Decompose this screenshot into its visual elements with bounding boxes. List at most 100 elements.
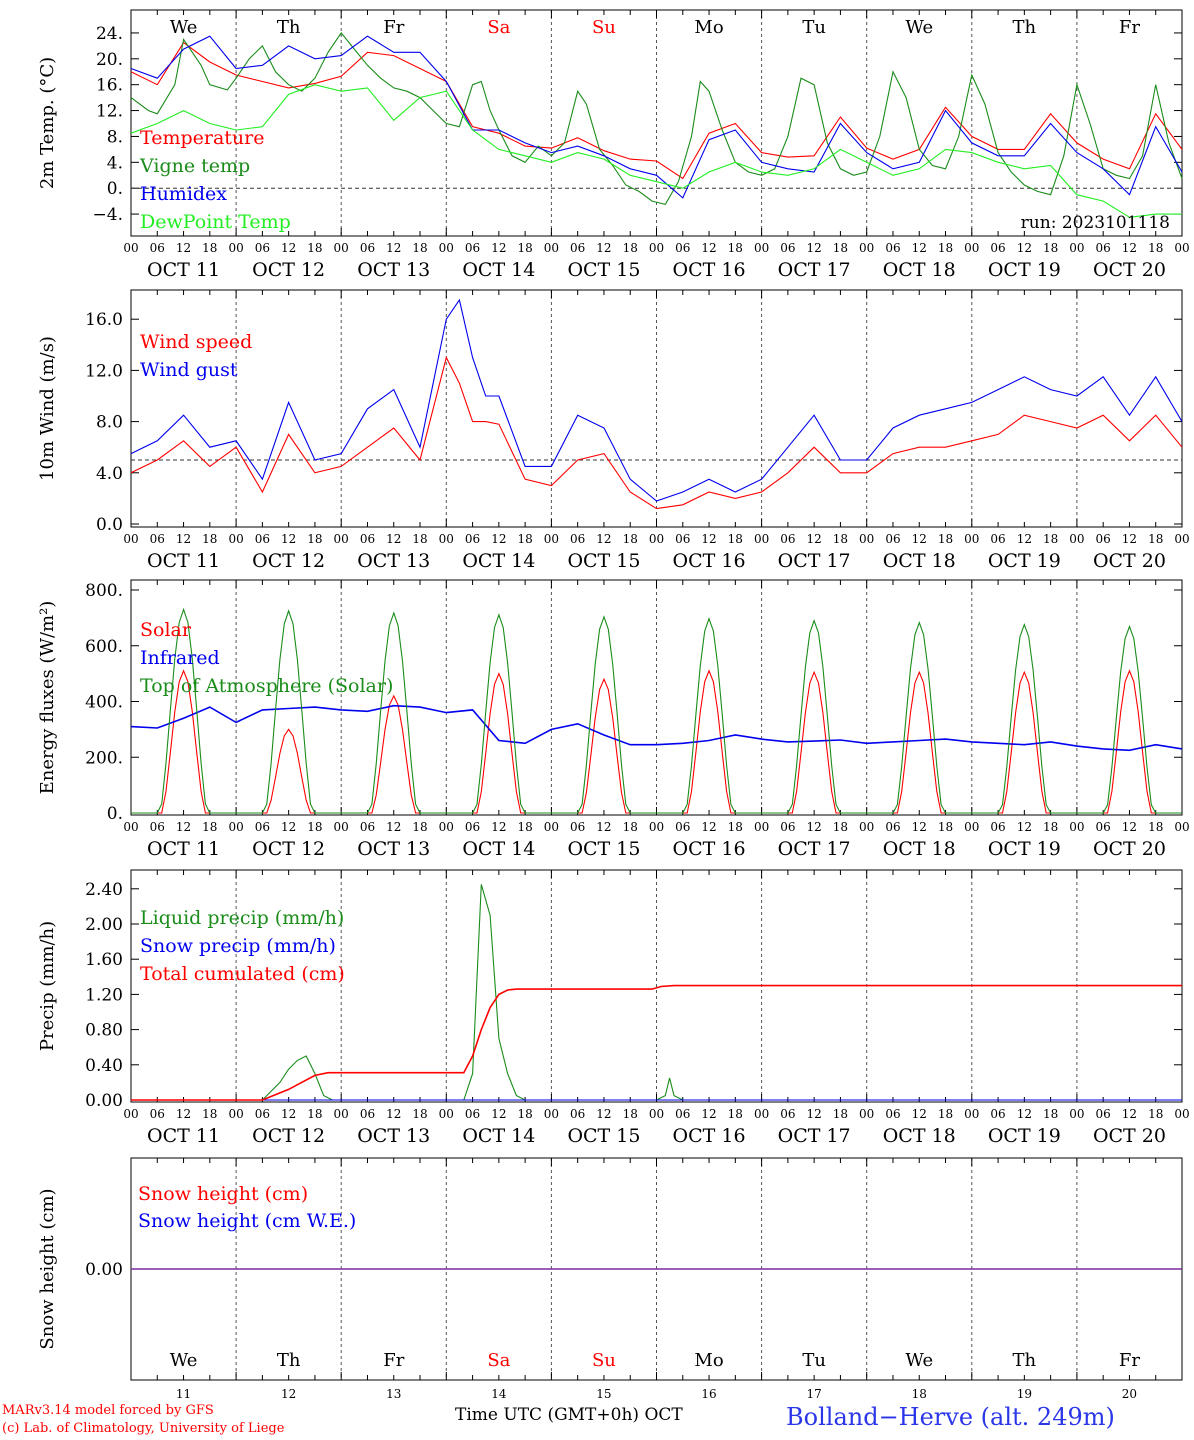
hour-tick-label: 12 — [491, 820, 506, 834]
hour-tick-label: 06 — [360, 532, 375, 546]
hour-tick-label: 00 — [859, 241, 874, 255]
hour-tick-label: 00 — [1069, 820, 1084, 834]
date-label: OCT 14 — [462, 550, 535, 572]
hour-tick-label: 12 — [701, 532, 716, 546]
y-axis-label: Snow height (cm) — [37, 1188, 58, 1349]
hour-tick-label: 06 — [1096, 241, 1111, 255]
date-label: OCT 11 — [147, 550, 220, 572]
hour-tick-label: 18 — [938, 241, 953, 255]
hour-tick-label: 06 — [990, 241, 1005, 255]
hour-tick-label: 06 — [990, 820, 1005, 834]
day-number: 15 — [596, 1387, 611, 1401]
date-label: OCT 18 — [883, 838, 956, 860]
hour-tick-label: 12 — [1122, 820, 1137, 834]
hour-tick-label: 06 — [255, 1107, 270, 1121]
legend-entry: Total cumulated (cm) — [140, 963, 345, 985]
hour-tick-label: 00 — [1174, 1107, 1189, 1121]
weekday-label: Sa — [487, 17, 510, 38]
date-label: OCT 20 — [1093, 1125, 1166, 1147]
hour-tick-label: 12 — [807, 241, 822, 255]
hour-tick-label: 00 — [439, 532, 454, 546]
hour-tick-label: 18 — [412, 820, 427, 834]
date-label: OCT 11 — [147, 1125, 220, 1147]
series-line — [130, 84, 1182, 218]
hour-tick-label: 18 — [833, 820, 848, 834]
hour-tick-label: 00 — [334, 1107, 349, 1121]
y-tick-label: 4. — [107, 153, 123, 173]
hour-tick-label: 00 — [964, 820, 979, 834]
hour-tick-label: 00 — [754, 1107, 769, 1121]
hour-tick-label: 00 — [649, 532, 664, 546]
hour-tick-label: 12 — [386, 1107, 401, 1121]
hour-tick-label: 18 — [1148, 241, 1163, 255]
hour-tick-label: 06 — [255, 820, 270, 834]
date-label: OCT 12 — [252, 550, 325, 572]
date-label: OCT 16 — [673, 259, 746, 281]
hour-tick-label: 00 — [1069, 532, 1084, 546]
date-label: OCT 20 — [1093, 838, 1166, 860]
hour-tick-label: 12 — [807, 820, 822, 834]
hour-tick-label: 18 — [1148, 820, 1163, 834]
weekday-label: Th — [277, 17, 301, 38]
series-line — [131, 607, 1182, 814]
hour-tick-label: 06 — [150, 1107, 165, 1121]
series-line — [130, 35, 1183, 199]
y-tick-label: 0.80 — [85, 1021, 123, 1041]
hour-tick-label: 00 — [1069, 241, 1084, 255]
y-axis-label: 10m Wind (m/s) — [37, 336, 58, 481]
hour-tick-label: 12 — [1017, 241, 1032, 255]
hour-tick-label: 12 — [596, 820, 611, 834]
hour-tick-label: 06 — [780, 241, 795, 255]
hour-tick-label: 18 — [517, 1107, 532, 1121]
hour-tick-label: 06 — [570, 241, 585, 255]
hour-tick-label: 12 — [386, 820, 401, 834]
series-line — [131, 984, 1182, 1101]
hour-tick-label: 12 — [1122, 532, 1137, 546]
weekday-label: Tu — [802, 17, 826, 38]
panel-1 — [130, 9, 1183, 237]
legend-entry: Top of Atmosphere (Solar) — [140, 675, 393, 697]
hour-tick-label: 06 — [1096, 1107, 1111, 1121]
hour-tick-label: 18 — [623, 1107, 638, 1121]
hour-tick-label: 00 — [123, 820, 138, 834]
date-label: OCT 17 — [778, 1125, 851, 1147]
hour-tick-label: 00 — [544, 1107, 559, 1121]
hour-tick-label: 12 — [1122, 241, 1137, 255]
date-label: OCT 16 — [673, 550, 746, 572]
legend-entry: Humidex — [140, 183, 227, 205]
hour-tick-label: 12 — [1017, 820, 1032, 834]
hour-tick-label: 00 — [859, 532, 874, 546]
hour-tick-label: 06 — [675, 241, 690, 255]
hour-tick-label: 18 — [307, 532, 322, 546]
hour-tick-label: 06 — [360, 241, 375, 255]
hour-tick-label: 00 — [964, 1107, 979, 1121]
hour-tick-label: 06 — [255, 241, 270, 255]
hour-tick-label: 06 — [570, 1107, 585, 1121]
hour-tick-label: 00 — [228, 532, 243, 546]
date-label: OCT 11 — [147, 259, 220, 281]
hour-tick-label: 18 — [307, 1107, 322, 1121]
legend-entry: Wind gust — [140, 359, 238, 381]
date-label: OCT 15 — [567, 838, 640, 860]
legend-entry: DewPoint Temp — [140, 211, 291, 233]
y-tick-label: 2.00 — [85, 915, 123, 935]
hour-tick-label: 12 — [912, 820, 927, 834]
day-number: 17 — [807, 1387, 822, 1401]
hour-tick-label: 06 — [675, 820, 690, 834]
date-label: OCT 16 — [673, 1125, 746, 1147]
date-label: OCT 20 — [1093, 259, 1166, 281]
hour-tick-label: 18 — [728, 1107, 743, 1121]
hour-tick-label: 00 — [544, 820, 559, 834]
y-tick-label: 0.00 — [85, 1260, 123, 1280]
hour-tick-label: 12 — [701, 820, 716, 834]
hour-tick-label: 00 — [649, 1107, 664, 1121]
y-tick-label: 1.60 — [85, 950, 123, 970]
hour-tick-label: 18 — [517, 532, 532, 546]
day-number: 11 — [176, 1387, 191, 1401]
y-tick-label: 16.0 — [85, 310, 123, 330]
hour-tick-label: 06 — [885, 1107, 900, 1121]
weekday-label: Fr — [1119, 1350, 1140, 1371]
date-label: OCT 13 — [357, 1125, 430, 1147]
weekday-label: Sa — [487, 1350, 510, 1371]
series-line — [130, 31, 1183, 206]
